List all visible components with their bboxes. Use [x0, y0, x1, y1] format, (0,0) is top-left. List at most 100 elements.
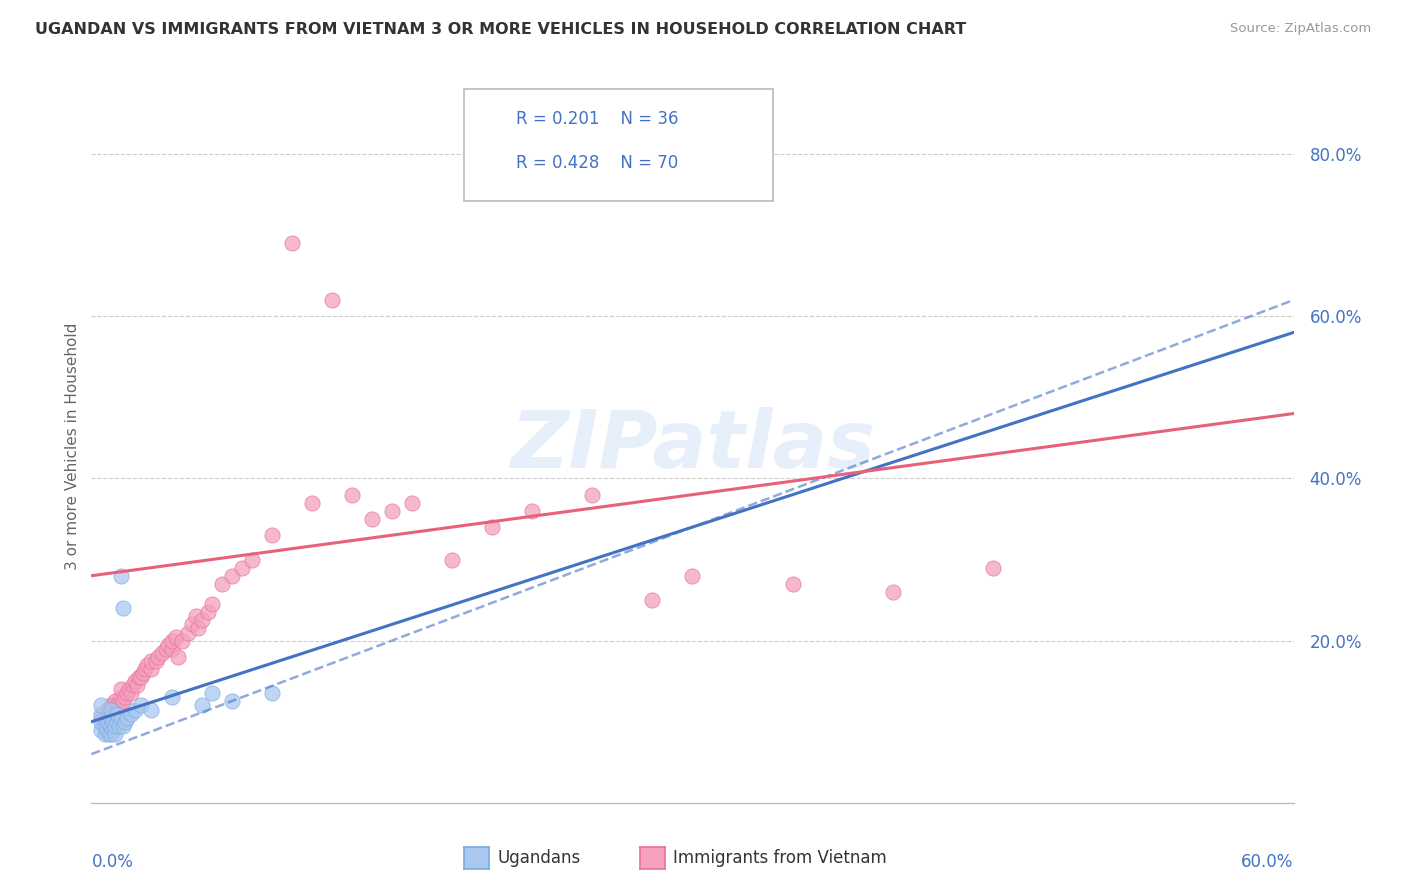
Point: [96, 702, 118, 716]
Point: [641, 593, 664, 607]
Text: 60.0%: 60.0%: [1241, 853, 1294, 871]
Text: Source: ZipAtlas.com: Source: ZipAtlas.com: [1230, 22, 1371, 36]
Point: [103, 706, 125, 721]
Point: [150, 646, 173, 660]
Point: [110, 690, 132, 705]
Point: [110, 711, 132, 725]
Point: [124, 674, 146, 689]
Point: [98, 714, 121, 729]
Y-axis label: 3 or more Vehicles in Household: 3 or more Vehicles in Household: [65, 322, 80, 570]
Point: [96, 723, 118, 737]
Text: Ugandans: Ugandans: [498, 849, 581, 867]
Point: [321, 293, 343, 307]
Text: UGANDAN VS IMMIGRANTS FROM VIETNAM 3 OR MORE VEHICLES IN HOUSEHOLD CORRELATION C: UGANDAN VS IMMIGRANTS FROM VIETNAM 3 OR …: [35, 22, 966, 37]
Point: [94, 714, 117, 729]
Point: [121, 686, 143, 700]
Point: [94, 719, 117, 733]
Point: [117, 711, 139, 725]
Point: [141, 702, 163, 716]
Point: [107, 698, 129, 713]
Point: [103, 723, 125, 737]
Point: [107, 706, 129, 721]
Point: [128, 670, 150, 684]
Point: [127, 678, 149, 692]
Point: [110, 682, 132, 697]
Point: [782, 577, 804, 591]
Point: [401, 496, 423, 510]
Point: [100, 719, 122, 733]
Text: 0.0%: 0.0%: [91, 853, 134, 871]
Point: [481, 520, 503, 534]
Point: [201, 597, 224, 611]
Point: [100, 702, 122, 716]
Point: [146, 649, 169, 664]
Point: [197, 605, 219, 619]
Point: [100, 727, 122, 741]
Point: [93, 706, 115, 721]
Point: [96, 714, 118, 729]
Point: [260, 528, 283, 542]
Point: [522, 504, 544, 518]
Point: [882, 585, 904, 599]
Point: [122, 678, 145, 692]
Point: [281, 236, 304, 251]
Point: [98, 727, 121, 741]
Point: [231, 560, 253, 574]
Point: [104, 727, 127, 741]
Point: [104, 694, 127, 708]
Point: [104, 702, 127, 716]
Point: [134, 662, 156, 676]
Point: [170, 633, 193, 648]
Point: [104, 719, 127, 733]
Point: [103, 698, 125, 713]
Point: [112, 719, 135, 733]
Point: [108, 698, 131, 713]
Point: [240, 552, 263, 566]
Point: [440, 552, 463, 566]
Point: [190, 613, 212, 627]
Point: [301, 496, 323, 510]
Point: [360, 512, 382, 526]
Point: [340, 488, 363, 502]
Point: [94, 727, 117, 741]
Point: [100, 711, 122, 725]
Text: R = 0.201    N = 36: R = 0.201 N = 36: [516, 110, 679, 128]
Point: [107, 714, 129, 729]
Point: [100, 698, 122, 713]
Point: [90, 723, 112, 737]
Point: [184, 609, 207, 624]
Point: [98, 714, 121, 729]
Point: [155, 641, 177, 656]
Point: [112, 601, 135, 615]
Point: [141, 654, 163, 668]
Point: [118, 682, 141, 697]
Point: [190, 698, 212, 713]
Point: [156, 638, 179, 652]
Point: [180, 617, 202, 632]
Point: [160, 641, 183, 656]
Point: [124, 702, 146, 716]
Point: [260, 686, 283, 700]
Point: [117, 686, 139, 700]
Text: Immigrants from Vietnam: Immigrants from Vietnam: [673, 849, 887, 867]
Point: [90, 714, 112, 729]
Point: [581, 488, 603, 502]
Point: [131, 698, 153, 713]
Point: [90, 706, 112, 721]
Point: [121, 706, 143, 721]
Point: [90, 711, 112, 725]
Point: [165, 630, 187, 644]
Point: [160, 633, 183, 648]
Point: [381, 504, 404, 518]
Point: [103, 714, 125, 729]
Point: [100, 711, 122, 725]
Point: [166, 649, 188, 664]
Text: ZIPatlas: ZIPatlas: [510, 407, 875, 485]
Point: [136, 657, 159, 672]
Point: [108, 719, 131, 733]
Point: [114, 690, 136, 705]
Point: [107, 706, 129, 721]
Point: [145, 654, 167, 668]
Point: [90, 698, 112, 713]
Point: [211, 577, 233, 591]
